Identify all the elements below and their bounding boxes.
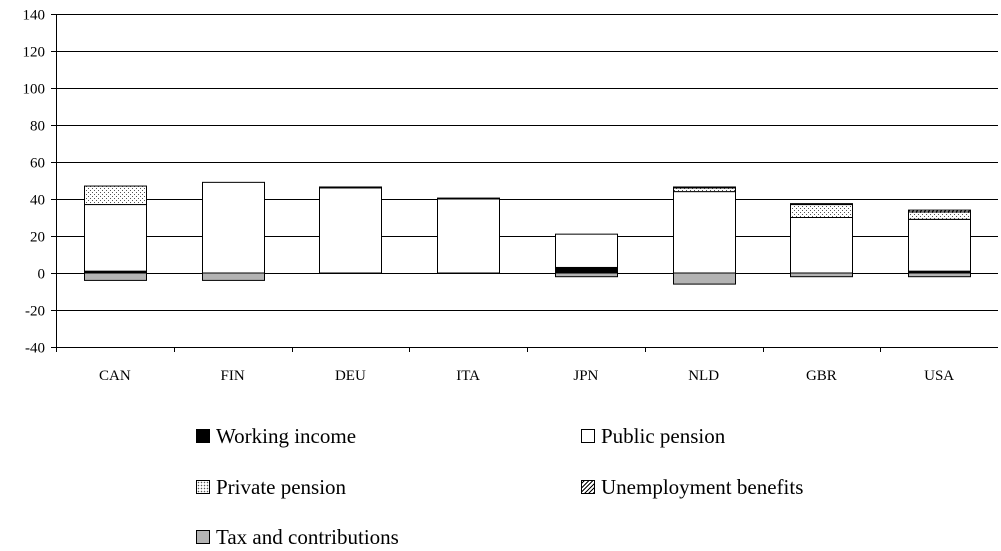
x-tick-label-deu: DEU: [335, 368, 366, 380]
legend-label-tax-and-contributions: Tax and contributions: [216, 525, 399, 549]
x-tick-label-gbr: GBR: [806, 368, 837, 380]
y-tick-label: 80: [30, 119, 45, 135]
legend-item-working-income: Working income: [196, 424, 356, 448]
bar-gbr-unemployment-benefits: [790, 203, 853, 206]
legend-label-public-pension: Public pension: [601, 424, 726, 448]
bar-can-tax-and-contributions: [84, 272, 147, 281]
legend-item-private-pension: Private pension: [196, 475, 346, 499]
x-tick-label-jpn: JPN: [573, 368, 598, 380]
legend-swatch-working-income: [196, 429, 210, 443]
bar-gbr-public-pension: [790, 217, 853, 274]
bar-jpn-tax-and-contributions: [555, 272, 618, 278]
y-tick-label: 120: [23, 45, 46, 61]
legend-label-working-income: Working income: [216, 424, 357, 448]
bar-nld-private-pension: [673, 187, 736, 193]
y-tick-label: -20: [25, 304, 45, 320]
chart: 140 120 100 80 60 40 20 0 -20 -40 CAN FIN DEU ITA JPN N…: [23, 8, 998, 380]
x-tick-label-can: CAN: [99, 368, 131, 380]
legend-item-unemployment-benefits: Unemployment benefits: [581, 475, 803, 499]
x-tick-label-usa: USA: [924, 368, 954, 380]
x-tick-label-nld: NLD: [688, 368, 719, 380]
x-tick-label-fin: FIN: [221, 368, 245, 380]
bar-ita-public-pension: [437, 198, 500, 274]
bar-nld-unemployment-benefits: [673, 186, 736, 189]
legend-label-private-pension: Private pension: [216, 475, 347, 499]
bar-usa-unemployment-benefits: [908, 209, 971, 213]
bar-fin-tax-and-contributions: [202, 272, 265, 281]
bar-gbr-tax-and-contributions: [790, 272, 853, 278]
x-tick-label-ita: ITA: [456, 368, 480, 380]
legend-swatch-public-pension: [581, 429, 595, 443]
bar-can-public-pension: [84, 204, 147, 272]
y-tick-label: 0: [38, 267, 46, 283]
bar-usa-private-pension: [908, 211, 971, 220]
bar-jpn-working-income: [555, 266, 618, 274]
bar-fin-public-pension: [202, 181, 265, 274]
y-tick-label: 20: [30, 230, 45, 246]
legend-swatch-unemployment-benefits: [581, 480, 595, 494]
legend-item-tax-and-contributions: Tax and contributions: [196, 525, 399, 549]
y-tick-label: 40: [30, 193, 45, 209]
bar-can-private-pension: [84, 185, 147, 206]
bar-usa-tax-and-contributions: [908, 272, 971, 278]
y-tick-label: 140: [23, 8, 46, 24]
y-tick-label: 100: [23, 82, 46, 98]
y-tick-label: 60: [30, 156, 45, 172]
bar-usa-public-pension: [908, 218, 971, 272]
bar-ita-unemployment-benefits: [437, 197, 500, 200]
bar-jpn-public-pension: [555, 233, 618, 268]
y-tick-label: -40: [25, 341, 45, 357]
legend-item-public-pension: Public pension: [581, 424, 725, 448]
legend-swatch-tax-and-contributions: [196, 530, 210, 544]
bar-gbr-private-pension: [790, 204, 853, 219]
legend-swatch-private-pension: [196, 480, 210, 494]
bar-deu-public-pension: [319, 187, 382, 274]
bar-nld-public-pension: [673, 191, 736, 274]
bar-nld-tax-and-contributions: [673, 272, 736, 285]
bar-deu-unemployment-benefits: [319, 186, 382, 189]
legend-label-unemployment-benefits: Unemployment benefits: [601, 475, 804, 499]
